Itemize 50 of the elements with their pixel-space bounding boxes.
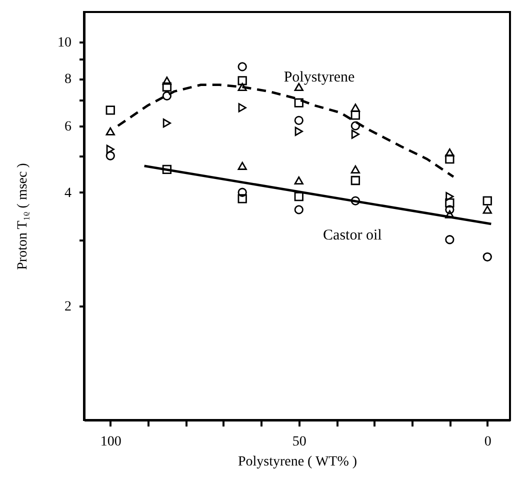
point <box>445 154 454 164</box>
series-label: Castor oil <box>323 228 382 244</box>
point <box>162 164 172 174</box>
point <box>445 198 454 208</box>
point <box>238 62 247 72</box>
point <box>162 82 172 92</box>
point <box>294 116 304 125</box>
point <box>238 194 247 204</box>
y-tick-label: 8 <box>64 72 72 88</box>
point <box>294 176 304 185</box>
y-axis-title: Proton T₁ᵨ ( msec ) <box>16 162 30 270</box>
point <box>238 103 246 112</box>
y-tick-label: 10 <box>58 35 72 50</box>
point <box>445 148 454 157</box>
point <box>106 144 114 154</box>
point <box>294 205 304 214</box>
point <box>350 165 360 174</box>
x-axis-title: Polystyrene ( WT% ) <box>238 454 358 470</box>
point <box>294 192 304 202</box>
point <box>350 176 360 186</box>
y-tick-label: 2 <box>64 300 72 315</box>
point <box>162 76 172 85</box>
point <box>351 130 360 139</box>
point <box>445 235 454 244</box>
point <box>350 121 360 130</box>
point <box>350 104 360 112</box>
series-label: Polystyrene <box>284 70 355 86</box>
x-tick-label: 0 <box>484 434 492 450</box>
point <box>238 188 247 197</box>
point <box>238 162 247 170</box>
point <box>482 252 492 262</box>
point <box>238 76 247 86</box>
point <box>294 126 303 136</box>
point <box>238 82 247 92</box>
point <box>482 206 492 214</box>
point <box>482 196 492 206</box>
point <box>106 127 115 136</box>
x-tick-label: 100 <box>100 434 122 450</box>
point <box>106 151 115 160</box>
point <box>445 205 454 214</box>
point <box>106 106 115 115</box>
point <box>162 118 171 128</box>
point <box>294 98 304 108</box>
point <box>350 196 360 206</box>
x-tick-label: 50 <box>292 434 306 450</box>
point <box>350 110 360 120</box>
point <box>446 192 454 202</box>
y-tick-label: 6 <box>64 119 72 134</box>
point <box>162 91 172 100</box>
y-tick-label: 4 <box>64 186 72 201</box>
